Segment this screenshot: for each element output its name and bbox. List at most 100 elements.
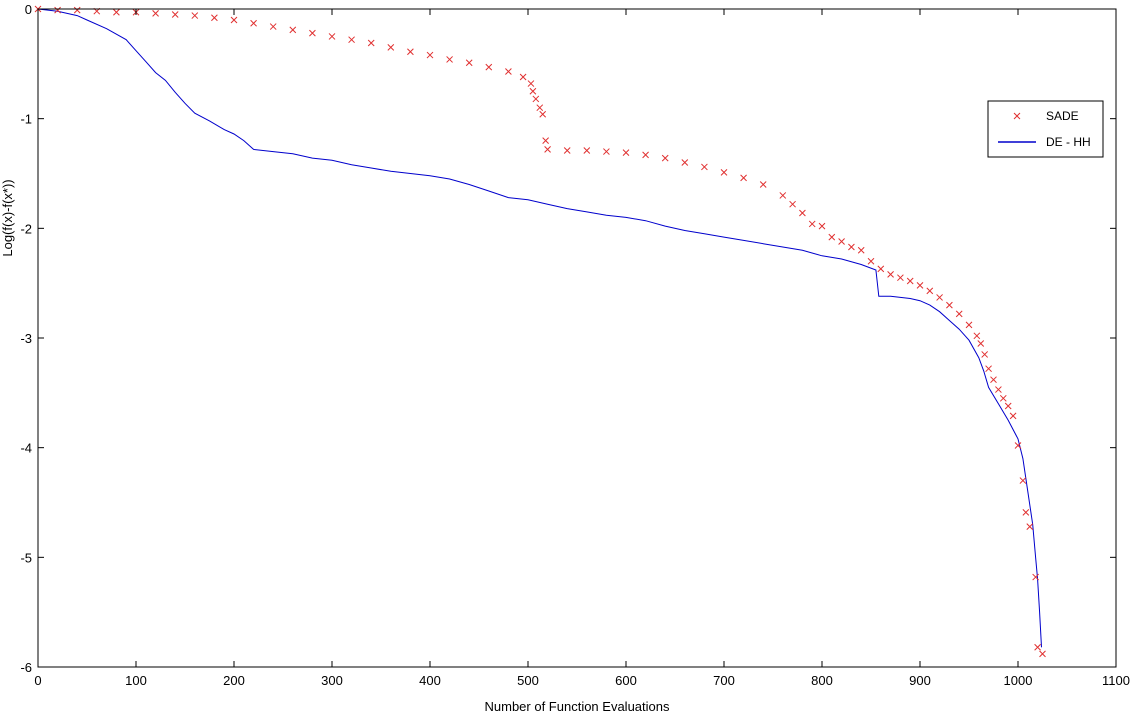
series-point-sade	[808, 220, 816, 228]
series-point-sade	[367, 39, 375, 47]
x-tick-label: 300	[321, 673, 343, 688]
legend-label-dehh: DE - HH	[1046, 135, 1091, 149]
y-tick-label: -2	[20, 221, 32, 236]
series-point-sade	[779, 192, 787, 199]
series-point-sade	[1019, 477, 1027, 484]
series-point-sade	[857, 246, 865, 254]
series-point-sade	[348, 36, 355, 44]
y-tick-label: -1	[20, 112, 32, 127]
series-point-sade	[505, 68, 512, 75]
series-point-sade	[985, 365, 992, 373]
series-point-sade	[642, 151, 649, 159]
series-point-sade	[838, 238, 845, 245]
series-point-sade	[544, 146, 551, 153]
series-point-sade	[720, 169, 728, 176]
y-tick-label: -3	[20, 331, 32, 346]
series-line-de-hh	[37, 8, 1042, 648]
y-tick-label: -6	[20, 660, 32, 675]
series-point-sade	[583, 147, 591, 154]
series-point-sade	[1022, 509, 1030, 516]
y-tick-label: -4	[20, 441, 32, 456]
series-point-sade	[1014, 442, 1022, 449]
series-point-sade	[542, 137, 549, 144]
series-point-sade	[1004, 402, 1012, 410]
series-point-sade	[465, 59, 473, 67]
series-point-sade	[926, 287, 934, 295]
series-point-sade	[563, 147, 571, 154]
series-point-sade	[289, 26, 297, 34]
x-tick-label: 1000	[1004, 673, 1033, 688]
series-point-sade	[1026, 523, 1034, 530]
series-point-sade	[999, 394, 1007, 402]
y-tick-label: -5	[20, 550, 32, 565]
series-point-sade	[73, 6, 81, 14]
series-point-sade	[269, 23, 277, 30]
series-point-sade	[759, 181, 767, 188]
series-point-sade	[54, 6, 61, 14]
series-point-sade	[887, 271, 894, 278]
series-point-sade	[603, 148, 610, 155]
series-point-sade	[877, 265, 885, 273]
series-point-sade	[446, 56, 453, 63]
series-point-sade	[191, 12, 199, 19]
series-point-sade	[955, 310, 963, 318]
legend-box	[987, 100, 1104, 158]
series-point-sade	[995, 386, 1002, 393]
series-point-sade	[426, 51, 434, 59]
legend-x-icon	[1013, 112, 1021, 120]
x-tick-label: 700	[713, 673, 735, 688]
series-point-sade	[407, 48, 414, 56]
legend-marker-sade	[1013, 112, 1021, 120]
ticks-layer: 0 100 200 300 400 500 600 700 800 900 1000 1100 0 -1 -…	[20, 2, 1130, 688]
series-point-sade	[113, 8, 120, 16]
x-tick-label: 800	[811, 673, 833, 688]
series-point-sade	[230, 16, 238, 24]
series-point-sade	[981, 351, 989, 358]
series-point-sade	[539, 110, 547, 118]
series-point-sade	[740, 174, 747, 182]
legend: SADE DE - HH	[987, 100, 1104, 158]
legend-label-sade: SADE	[1046, 109, 1079, 123]
series-point-sade	[789, 200, 796, 208]
series-point-sade	[485, 63, 493, 71]
x-axis-label: Number of Function Evaluations	[485, 699, 670, 714]
series-point-sade	[936, 294, 943, 301]
x-tick-label: 1100	[1102, 673, 1130, 688]
series-point-sade	[622, 149, 630, 157]
series-point-sade	[701, 163, 708, 171]
series-point-sade	[152, 10, 159, 17]
series-point-sade	[897, 274, 904, 282]
series-point-sade	[211, 14, 218, 22]
x-tick-label: 400	[419, 673, 441, 688]
series-point-sade	[1032, 573, 1039, 581]
series-point-sade	[906, 277, 914, 285]
series-point-sade	[1039, 650, 1046, 658]
series-point-sade	[990, 376, 997, 384]
series-point-sade	[916, 282, 924, 289]
x-tick-label: 600	[615, 673, 637, 688]
series-point-sade	[661, 154, 669, 162]
series-point-sade	[973, 332, 981, 340]
series-point-sade	[532, 95, 540, 103]
series-point-sade	[848, 243, 855, 251]
series-point-sade	[946, 301, 953, 309]
series-point-sade	[529, 87, 537, 95]
series-point-sade	[309, 29, 316, 37]
series-point-sade	[965, 321, 973, 329]
y-axis-label: Log(f(x)-f(x*))	[0, 179, 15, 256]
series-point-sade	[519, 73, 527, 81]
series-point-sade	[536, 104, 544, 112]
x-tick-label: 900	[909, 673, 931, 688]
series-point-sade	[387, 44, 395, 51]
y-tick-label: 0	[25, 2, 32, 17]
series-point-sade	[799, 209, 806, 217]
series-point-sade	[1034, 643, 1041, 651]
series-point-sade	[828, 233, 836, 241]
series-point-sade	[250, 19, 257, 27]
series-point-sade	[818, 222, 826, 230]
x-tick-label: 200	[223, 673, 245, 688]
series-point-sade	[328, 33, 336, 40]
series-point-sade	[171, 11, 179, 18]
